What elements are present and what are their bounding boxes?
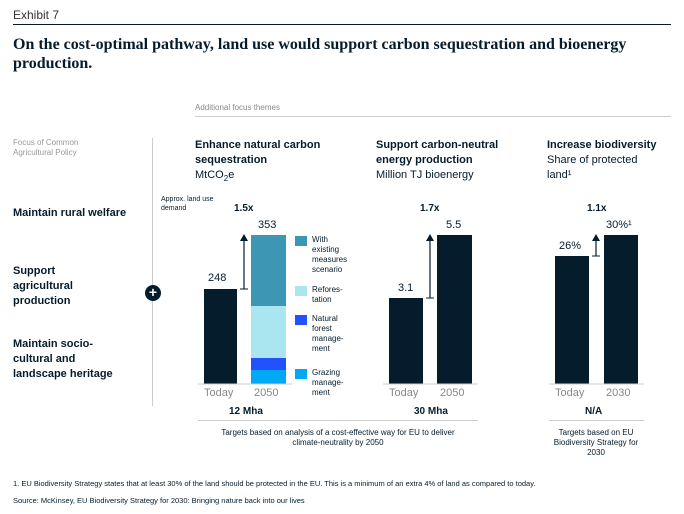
bar-biodiversity-today: [555, 256, 589, 384]
additional-focus-label: Additional focus themes: [195, 103, 280, 112]
panel-unit-energy: Million TJ bioenergy: [376, 169, 474, 181]
panel-title-biodiversity: Increase biodiversity: [547, 139, 657, 151]
bar-carbon-2050-grazing: [251, 370, 286, 384]
divider-line: [152, 138, 153, 406]
top-rule: [13, 24, 671, 25]
bar-biodiversity-2030: [604, 235, 638, 384]
bar-carbon-2050-forest-mgmt: [251, 358, 286, 370]
panel-title-energy: Support carbon-neutral energy production: [376, 139, 499, 166]
value-label-energy-today: 3.1: [398, 282, 414, 294]
multiplier-biodiversity: 1.1x: [587, 203, 607, 214]
legend-swatch-forest-mgmt: [295, 315, 307, 325]
legend-swatch-grazing: [295, 369, 307, 379]
legend-swatch-existing: [295, 236, 307, 246]
row-label-agricultural-production: Support agricultural production: [13, 265, 73, 307]
category-energy-today: Today: [389, 387, 419, 399]
row-label-rural-welfare: Maintain rural welfare: [13, 207, 127, 219]
land-demand-biodiversity: N/A: [585, 406, 603, 417]
note-right: Targets based on EU Biodiversity Strateg…: [553, 428, 639, 457]
category-biodiversity-2030: 2030: [606, 387, 631, 399]
land-demand-energy: 30 Mha: [414, 406, 448, 417]
panel-unit-carbon: MtCO2e: [195, 169, 235, 184]
value-label-biodiversity-2030: 30%¹: [606, 219, 632, 231]
value-label-carbon-today: 248: [208, 272, 227, 284]
bar-carbon-today: [204, 289, 237, 384]
category-energy-2050: 2050: [440, 387, 465, 399]
note-left: Targets based on analysis of a cost-effe…: [221, 428, 455, 447]
bar-carbon-2050-reforestation: [251, 306, 286, 358]
legend-label-reforestation: Refores-tation: [312, 285, 343, 304]
note-rule-left: [198, 420, 478, 421]
legend-label-existing: With existing measures scenario: [312, 235, 348, 274]
bar-energy-today: [389, 298, 423, 384]
arrowhead-biodiversity: [592, 234, 600, 241]
land-demand-carbon: 12 Mha: [229, 406, 263, 417]
bar-carbon-2050-existing: [251, 235, 286, 306]
focus-label: Focus of Common Agricultural Policy: [13, 138, 79, 157]
category-biodiversity-today: Today: [555, 387, 585, 399]
arrowhead-energy: [426, 234, 434, 241]
value-label-biodiversity-today: 26%: [559, 240, 582, 252]
footnote: 1. EU Biodiversity Strategy states that …: [13, 479, 536, 488]
panel-title-carbon: Enhance natural carbon sequestration: [195, 139, 321, 166]
category-carbon-2050: 2050: [254, 387, 279, 399]
row-label-heritage: Maintain socio-cultural and landscape he…: [13, 338, 113, 380]
category-carbon-today: Today: [204, 387, 234, 399]
legend-label-forest-mgmt: Natural forest manage-ment: [312, 314, 344, 353]
panel-unit-biodiversity: Share of protected land¹: [547, 154, 638, 181]
additional-focus-rule: [195, 116, 671, 117]
plus-icon: +: [145, 285, 161, 301]
legend-swatch-reforestation: [295, 286, 307, 296]
note-rule-right: [549, 420, 644, 421]
chart-title: On the cost-optimal pathway, land use wo…: [13, 36, 627, 72]
legend-label-grazing: Grazing manage-ment: [312, 368, 344, 397]
value-label-carbon-2050: 353: [258, 219, 277, 231]
multiplier-energy: 1.7x: [420, 203, 440, 214]
approx-land-label: Approx. land use demand: [161, 196, 214, 212]
bar-energy-2050: [437, 235, 472, 384]
value-label-energy-2050: 5.5: [446, 219, 462, 231]
source: Source: McKinsey, EU Biodiversity Strate…: [13, 496, 305, 505]
multiplier-carbon: 1.5x: [234, 203, 254, 214]
exhibit-label: Exhibit 7: [13, 8, 60, 22]
arrowhead-carbon: [240, 234, 248, 241]
